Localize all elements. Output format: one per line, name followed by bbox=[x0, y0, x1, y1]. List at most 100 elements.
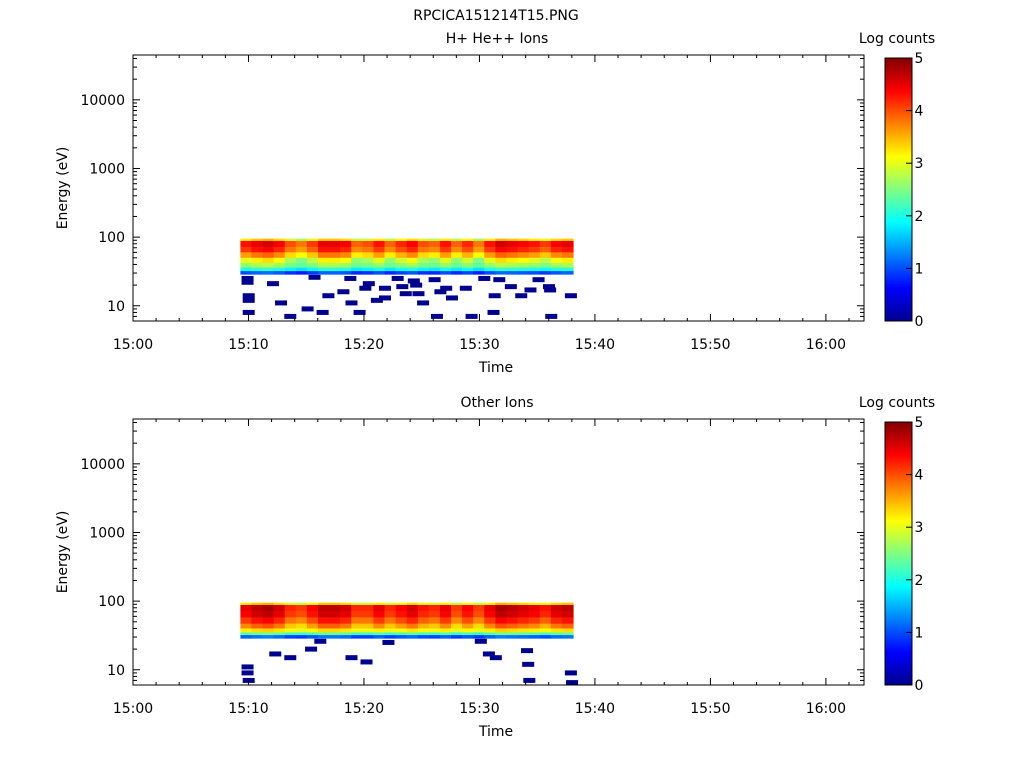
heat-cell bbox=[318, 602, 330, 606]
heat-cell bbox=[318, 610, 330, 618]
heat-cell bbox=[384, 271, 397, 275]
heat-cell bbox=[273, 252, 286, 259]
heat-cell bbox=[495, 623, 508, 630]
heat-cell bbox=[539, 623, 552, 630]
heat-cell bbox=[273, 604, 286, 612]
heat-cell bbox=[240, 262, 253, 269]
heat-cell bbox=[417, 610, 430, 618]
colorbar-tick-label: 0 bbox=[915, 314, 924, 330]
heat-cell bbox=[517, 604, 530, 612]
heat-cell bbox=[351, 246, 363, 253]
y-axis-label: Energy (eV) bbox=[55, 147, 71, 230]
heat-cell bbox=[251, 257, 264, 264]
heat-cell bbox=[550, 635, 563, 639]
sparse-point bbox=[544, 287, 557, 293]
sparse-point bbox=[488, 293, 501, 299]
heat-cell bbox=[318, 617, 330, 625]
heat-cell bbox=[550, 267, 563, 272]
heat-cell bbox=[306, 252, 319, 259]
heat-cell bbox=[273, 632, 286, 636]
x-tick-label: 15:40 bbox=[575, 337, 615, 353]
heat-cell bbox=[295, 238, 308, 242]
heat-cell bbox=[351, 623, 363, 630]
heat-cell bbox=[561, 246, 574, 253]
sparse-point bbox=[434, 289, 447, 295]
heat-cell bbox=[439, 238, 452, 242]
heat-cell bbox=[506, 635, 519, 639]
heat-cell bbox=[284, 252, 297, 259]
heat-cell bbox=[306, 238, 319, 242]
heat-cell bbox=[506, 267, 519, 272]
heat-cell bbox=[506, 257, 519, 264]
heat-cell bbox=[273, 240, 286, 248]
heat-cell bbox=[395, 604, 408, 612]
heat-cell bbox=[451, 252, 463, 259]
heat-cell bbox=[517, 623, 530, 630]
heat-cell bbox=[417, 617, 430, 625]
heat-cell bbox=[306, 246, 319, 253]
heat-cell bbox=[251, 271, 264, 275]
sparse-point bbox=[353, 309, 366, 315]
heat-cell bbox=[439, 240, 452, 248]
heat-cell bbox=[340, 628, 352, 634]
plot-frame bbox=[132, 54, 865, 322]
heat-cell bbox=[517, 240, 530, 248]
heat-cell bbox=[295, 632, 308, 636]
heat-cell bbox=[273, 617, 286, 625]
heat-cell bbox=[451, 602, 463, 606]
heat-cell bbox=[495, 257, 508, 264]
heat-cell bbox=[495, 240, 508, 248]
heat-cell bbox=[561, 257, 574, 264]
heat-cell bbox=[395, 602, 408, 606]
heat-cell bbox=[550, 628, 563, 634]
heat-cell bbox=[306, 262, 319, 269]
heat-cell bbox=[462, 246, 474, 253]
heat-cell bbox=[262, 628, 275, 634]
heat-cell bbox=[517, 602, 530, 606]
sparse-point bbox=[362, 281, 375, 287]
heat-cell bbox=[528, 267, 541, 272]
heat-cell bbox=[340, 238, 352, 242]
heat-cell bbox=[550, 623, 563, 630]
heat-cell bbox=[561, 635, 574, 639]
heat-cell bbox=[284, 602, 297, 606]
heat-cell bbox=[506, 604, 519, 612]
colorbar-tick-label: 4 bbox=[915, 104, 924, 120]
sparse-point bbox=[407, 278, 420, 284]
heat-cell bbox=[395, 262, 408, 269]
heat-cell bbox=[428, 602, 441, 606]
heat-cell bbox=[362, 628, 375, 634]
heat-cell bbox=[439, 246, 452, 253]
heat-cell bbox=[528, 604, 541, 612]
heat-cell bbox=[306, 604, 319, 612]
x-axis-label: Time bbox=[478, 724, 513, 740]
heat-cell bbox=[406, 617, 419, 625]
x-tick-label: 16:00 bbox=[806, 701, 846, 717]
heat-cell bbox=[561, 240, 574, 248]
sparse-point bbox=[564, 670, 577, 676]
heat-cell bbox=[318, 257, 330, 264]
heat-cell bbox=[384, 267, 397, 272]
heat-cell bbox=[295, 623, 308, 630]
heat-cell bbox=[240, 240, 253, 248]
heat-cell bbox=[284, 617, 297, 625]
heat-cell bbox=[561, 238, 574, 242]
heat-cell bbox=[295, 617, 308, 625]
plot-frame bbox=[132, 418, 865, 686]
heat-cell bbox=[550, 240, 563, 248]
heat-cell bbox=[318, 604, 330, 612]
heat-cell bbox=[329, 246, 341, 253]
sparse-point bbox=[378, 285, 391, 291]
heat-cell bbox=[362, 610, 375, 618]
heat-cell bbox=[340, 240, 352, 248]
heat-cell bbox=[373, 628, 386, 634]
heat-cell bbox=[439, 610, 452, 618]
heat-cell bbox=[240, 257, 253, 264]
heat-cell bbox=[451, 604, 463, 612]
heat-cell bbox=[262, 635, 275, 639]
heat-cell bbox=[329, 240, 341, 248]
heat-cell bbox=[273, 238, 286, 242]
heat-cell bbox=[295, 628, 308, 634]
heat-cell bbox=[439, 267, 452, 272]
x-tick-label: 15:00 bbox=[113, 337, 153, 353]
